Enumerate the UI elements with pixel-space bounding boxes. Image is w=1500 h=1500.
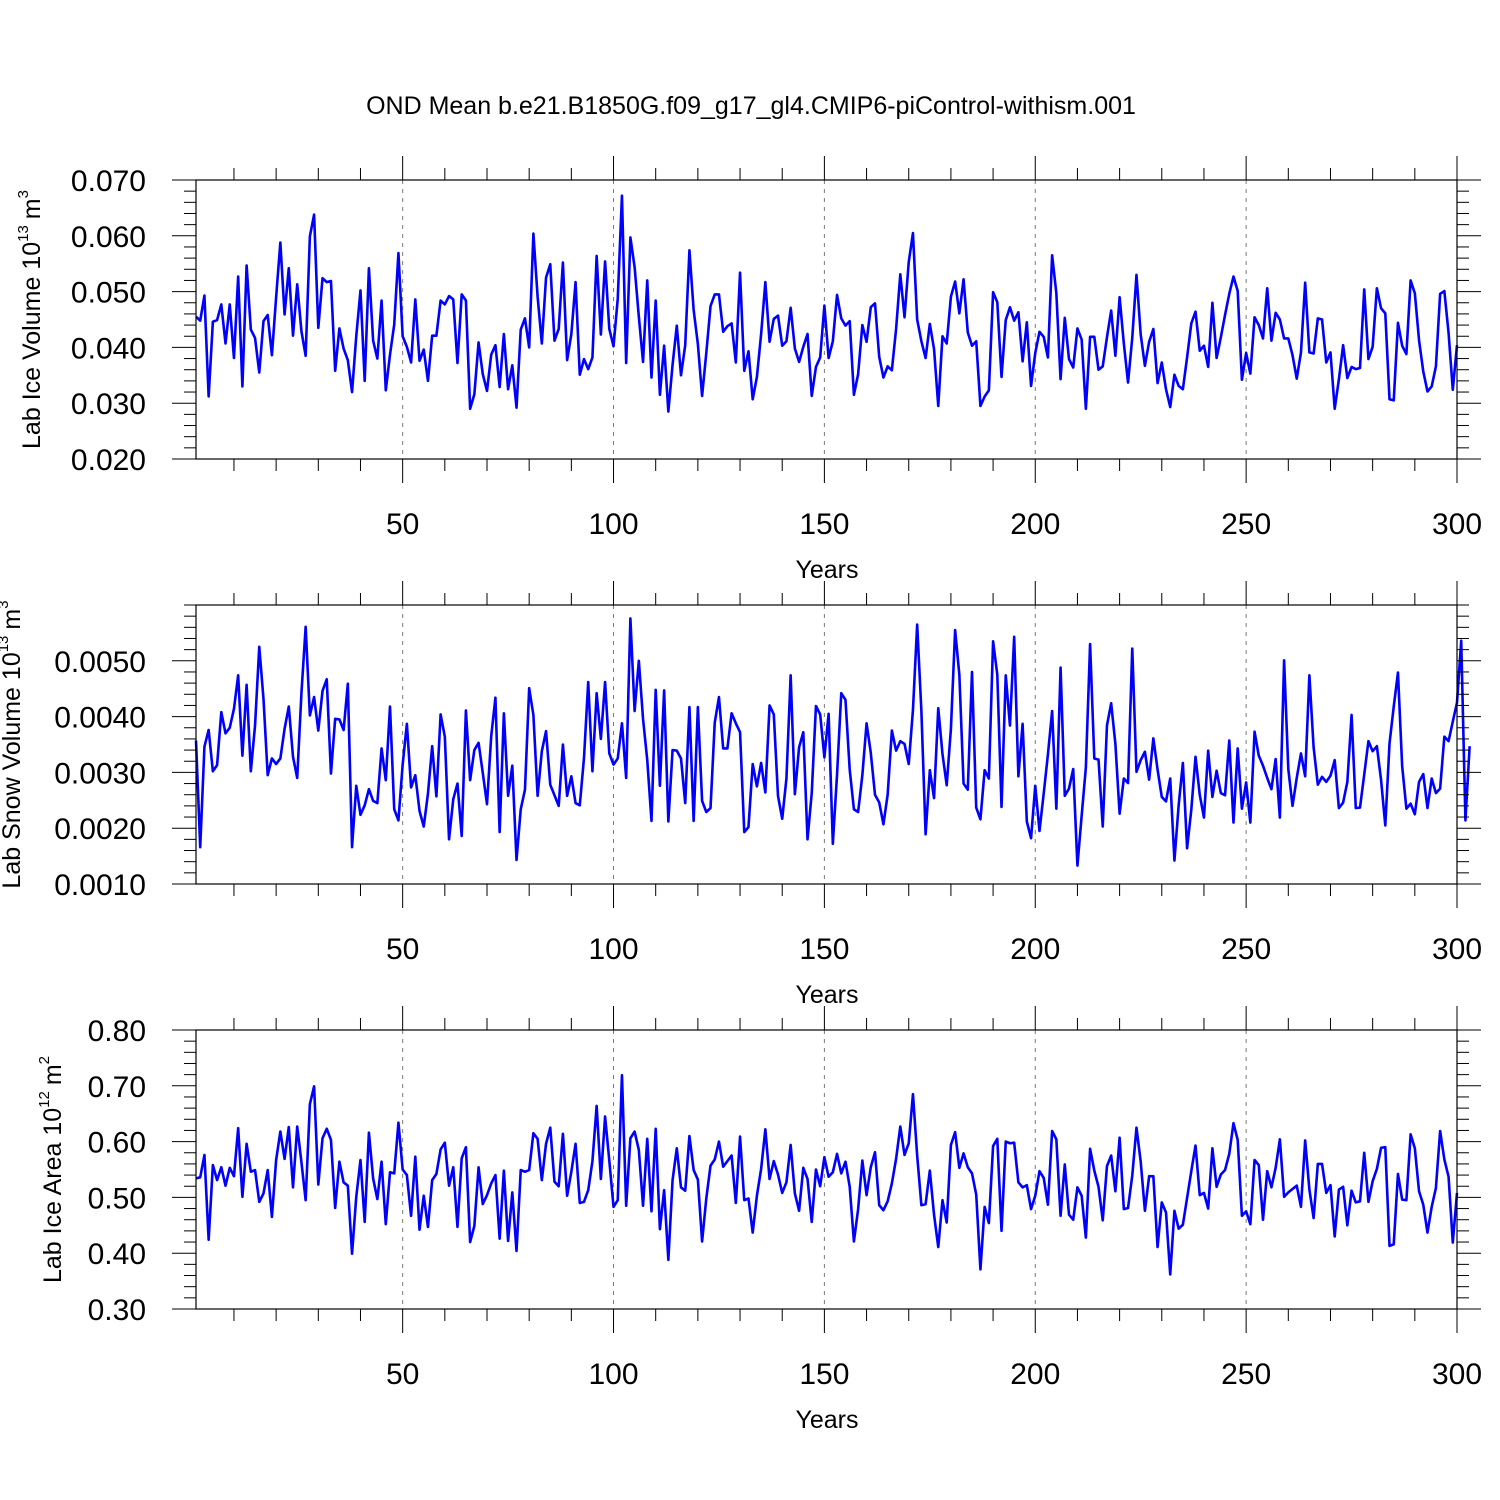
y-axis-label-unit-exponent: 3 xyxy=(15,190,32,198)
x-axis-label: Years xyxy=(795,556,858,584)
x-tick-label: 150 xyxy=(799,1358,849,1391)
x-tick-label: 200 xyxy=(1010,508,1060,541)
y-axis-label-unit: m xyxy=(0,609,26,630)
y-tick-label: 0.80 xyxy=(88,1015,146,1048)
x-tick-label: 300 xyxy=(1432,508,1482,541)
y-tick-label: 0.0050 xyxy=(54,646,146,679)
y-tick-label: 0.70 xyxy=(88,1071,146,1104)
x-tick-label: 300 xyxy=(1432,1358,1482,1391)
chart-title: OND Mean b.e21.B1850G.f09_g17_gl4.CMIP6-… xyxy=(366,92,1136,120)
plot-frame xyxy=(195,1029,1458,1310)
y-tick-label: 0.50 xyxy=(88,1182,146,1215)
y-tick-label: 0.060 xyxy=(71,221,146,254)
y-axis-label-main: Lab Ice Area 10 xyxy=(39,1108,67,1283)
x-tick-label: 150 xyxy=(799,508,849,541)
y-tick-label: 0.070 xyxy=(71,165,146,198)
x-tick-label: 100 xyxy=(588,933,638,966)
y-axis-label: Lab Ice Area 1012 m2 xyxy=(36,1056,67,1283)
x-axis-label: Years xyxy=(795,981,858,1009)
y-tick-label: 0.040 xyxy=(71,332,146,365)
y-tick-label: 0.0040 xyxy=(54,702,146,735)
y-tick-label: 0.30 xyxy=(88,1294,146,1327)
y-tick-label: 0.60 xyxy=(88,1127,146,1160)
y-axis-label-exponent: 13 xyxy=(15,225,32,242)
panel-1: 0.020 0.030 0.040 0.050 0.060 0.070 50 100 150 20… xyxy=(15,156,1482,584)
y-tick-label: 0.050 xyxy=(71,277,146,310)
panel-2: 0.0010 0.0020 0.0030 0.0040 0.0050 50 100 150 20… xyxy=(0,581,1482,1009)
data-series-line xyxy=(194,617,1471,867)
x-tick-label: 100 xyxy=(588,508,638,541)
x-tick-label: 50 xyxy=(386,508,419,541)
y-axis-label-unit-exponent: 2 xyxy=(36,1056,53,1064)
x-tick-label: 200 xyxy=(1010,933,1060,966)
x-tick-label: 150 xyxy=(799,933,849,966)
y-tick-label: 0.030 xyxy=(71,388,146,421)
y-axis-label: Lab Snow Volume 1013 m3 xyxy=(0,600,26,888)
x-tick-label: 250 xyxy=(1221,1358,1271,1391)
x-tick-label: 200 xyxy=(1010,1358,1060,1391)
y-tick-label: 0.40 xyxy=(88,1238,146,1271)
x-tick-label: 100 xyxy=(588,1358,638,1391)
y-tick-label: 0.020 xyxy=(71,444,146,477)
y-tick-label: 0.0030 xyxy=(54,757,146,790)
x-tick-label: 300 xyxy=(1432,933,1482,966)
y-tick-label: 0.0010 xyxy=(54,869,146,902)
y-axis-label-unit-exponent: 3 xyxy=(0,600,12,608)
data-series-line xyxy=(195,1073,1459,1276)
panel-3: 0.30 0.40 0.50 0.60 0.70 0.80 50 100 150 200 250 30… xyxy=(36,1006,1482,1434)
x-tick-label: 50 xyxy=(386,1358,419,1391)
y-axis-label-unit: m xyxy=(39,1064,67,1085)
y-axis-label-unit: m xyxy=(18,198,46,219)
y-tick-label: 0.0020 xyxy=(54,813,146,846)
x-tick-label: 250 xyxy=(1221,508,1271,541)
plot-frame xyxy=(195,604,1458,885)
y-axis-label-exponent: 12 xyxy=(36,1091,53,1108)
y-axis-label-main: Lab Snow Volume 10 xyxy=(0,652,26,888)
x-tick-label: 50 xyxy=(386,933,419,966)
data-series-line xyxy=(195,194,1459,413)
y-axis-label: Lab Ice Volume 1013 m3 xyxy=(15,190,46,449)
x-tick-label: 250 xyxy=(1221,933,1271,966)
plot-frame xyxy=(195,179,1458,460)
y-axis-label-main: Lab Ice Volume 10 xyxy=(18,242,46,449)
x-axis-label: Years xyxy=(795,1406,858,1434)
y-axis-label-exponent: 13 xyxy=(0,636,12,653)
